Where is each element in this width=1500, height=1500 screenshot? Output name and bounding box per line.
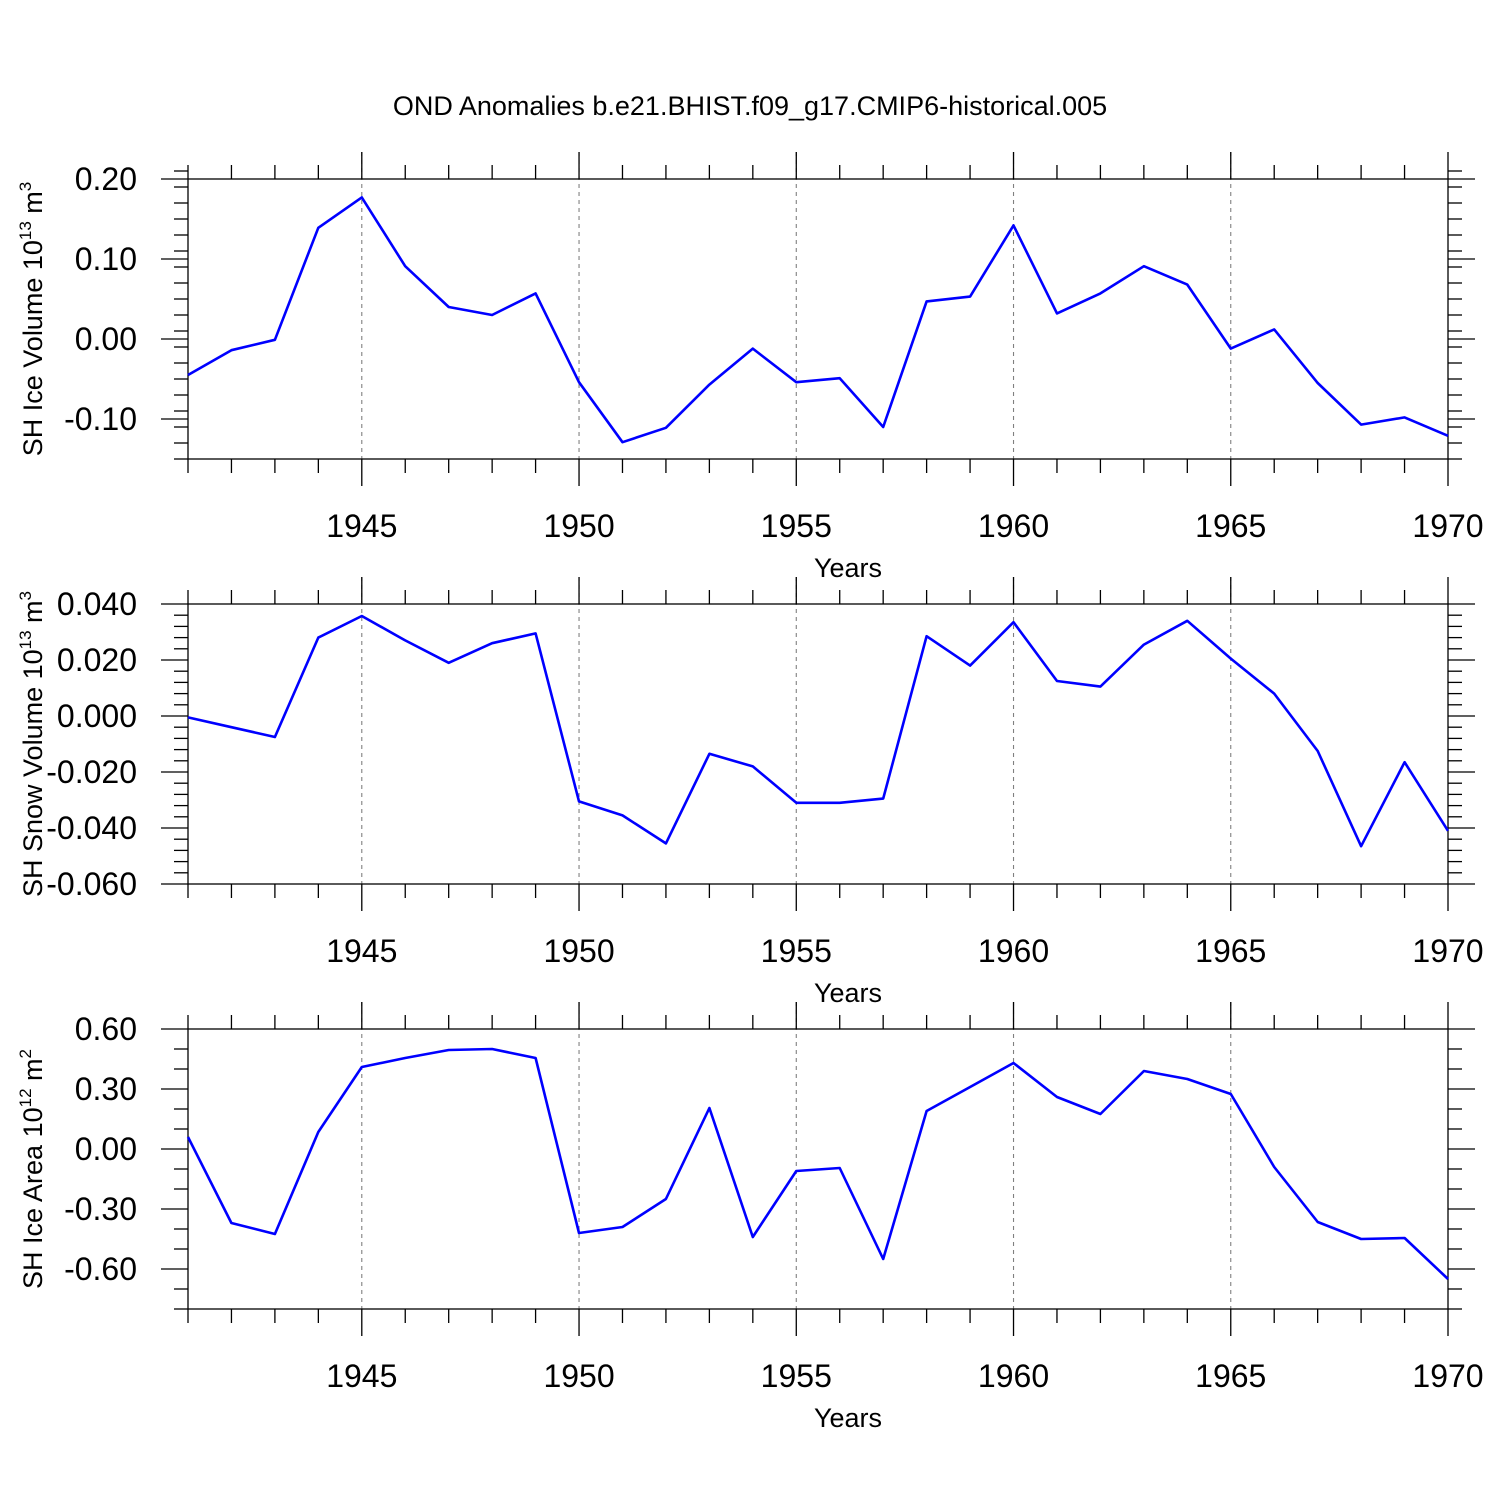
chart-panel-3: 0.60 0.30 0.00 -0.30 -0.60 1945 1950 1955 1960 19…: [16, 1002, 1484, 1433]
y-tick-label: 0.00: [75, 321, 137, 357]
y-tick-label: -0.30: [64, 1191, 137, 1227]
figure-title: OND Anomalies b.e21.BHIST.f09_g17.CMIP6-…: [393, 91, 1107, 121]
plot-frame: [187, 603, 1449, 885]
y-axis-label: SH Ice Area 1012 m2: [16, 1049, 48, 1289]
x-tick-label: 1945: [326, 933, 397, 969]
series-line: [186, 1047, 1449, 1280]
x-axis-label: Years: [814, 553, 882, 583]
chart-panel-1: 0.20 0.10 0.00 -0.10 1945 1950 1955 1960 1965 197…: [16, 152, 1484, 583]
panels: 0.20 0.10 0.00 -0.10 1945 1950 1955 1960 1965 197…: [16, 152, 1484, 1433]
x-tick-label: 1955: [761, 508, 832, 544]
y-tick-label: 0.10: [75, 241, 137, 277]
y-tick-label: 0.020: [57, 642, 137, 678]
chart-panel-2: 0.040 0.020 0.000 -0.020 -0.040 -0.060 1945 195…: [16, 577, 1484, 1008]
y-tick-label: 0.60: [75, 1011, 137, 1047]
y-tick-label: 0.00: [75, 1131, 137, 1167]
x-tick-label: 1945: [326, 1358, 397, 1394]
y-tick-label: -0.60: [64, 1251, 137, 1287]
x-tick-label: 1955: [761, 933, 832, 969]
y-tick-label: -0.040: [46, 810, 137, 846]
y-tick-label: 0.20: [75, 161, 137, 197]
y-axis-label: SH Snow Volume 1013 m3: [16, 591, 48, 897]
x-tick-label: 1965: [1195, 508, 1266, 544]
x-tick-label: 1960: [978, 933, 1049, 969]
y-tick-label: 0.000: [57, 698, 137, 734]
x-tick-label: 1965: [1195, 1358, 1266, 1394]
x-tick-label: 1970: [1412, 1358, 1483, 1394]
x-tick-label: 1955: [761, 1358, 832, 1394]
series-line: [187, 614, 1450, 848]
x-tick-label: 1950: [543, 508, 614, 544]
x-axis-label: Years: [814, 978, 882, 1008]
y-tick-label: -0.060: [46, 866, 137, 902]
y-tick-label: -0.020: [46, 754, 137, 790]
y-axis-label: SH Ice Volume 1013 m3: [16, 182, 48, 457]
plot-frame: [187, 178, 1449, 460]
y-tick-label: -0.10: [64, 401, 137, 437]
x-tick-label: 1960: [978, 1358, 1049, 1394]
x-tick-label: 1950: [543, 1358, 614, 1394]
x-tick-label: 1960: [978, 508, 1049, 544]
x-tick-label: 1945: [326, 508, 397, 544]
x-tick-label: 1970: [1412, 508, 1483, 544]
x-axis-label: Years: [814, 1403, 882, 1433]
x-tick-label: 1965: [1195, 933, 1266, 969]
x-tick-label: 1970: [1412, 933, 1483, 969]
y-tick-label: 0.040: [57, 586, 137, 622]
series-line: [187, 196, 1449, 444]
y-tick-label: 0.30: [75, 1071, 137, 1107]
x-tick-label: 1950: [543, 933, 614, 969]
